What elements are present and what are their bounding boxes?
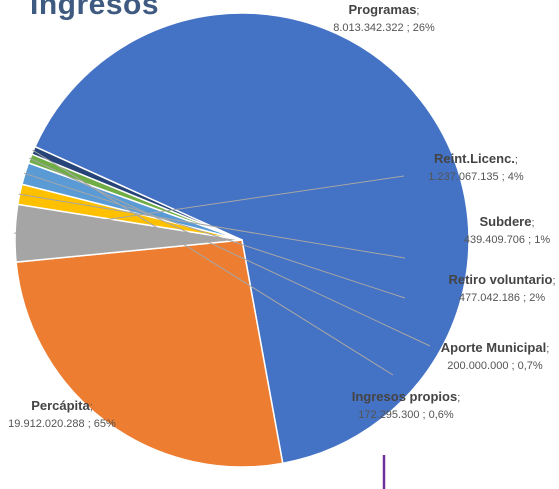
leader-line-subdere xyxy=(18,193,406,259)
slice-label-value-programas: 8.013.342.322 ; 26% xyxy=(333,22,435,34)
slice-label-name-aporte-municipal: Aporte Municipal; xyxy=(441,340,550,355)
slice-label-value-reint-licenc: 1.237.067.135 ; 4% xyxy=(428,171,524,183)
chart-title: Ingresos xyxy=(30,0,160,21)
slice-label-value-percapita: 19.912.020.288 ; 65% xyxy=(8,418,116,430)
slice-label-name-reint-licenc: Reint.Licenc.; xyxy=(434,151,518,166)
slice-programas xyxy=(15,239,284,468)
slice-label-value-subdere: 439.409.706 ; 1% xyxy=(464,234,550,246)
slice-label-value-ingresos-propios: 172.295.300 ; 0,6% xyxy=(358,409,454,421)
slice-percapita xyxy=(34,12,470,465)
slice-label-name-retiro-voluntario: Retiro voluntario; xyxy=(448,272,555,287)
leader-lines xyxy=(14,149,431,376)
slice-labels: Percápita; 19.912.020.288 ; 65% Programas;… xyxy=(8,2,555,430)
leader-line-reint-licenc xyxy=(14,175,405,234)
slice-label-value-aporte-municipal: 200.000.000 ; 0,7% xyxy=(447,360,543,372)
leader-line-retiro-voluntario xyxy=(23,172,406,299)
slice-label-name-ingresos-propios: Ingresos propios; xyxy=(352,389,461,404)
leader-line-ingresos-propios xyxy=(32,149,394,376)
pie-slices xyxy=(14,12,470,468)
slice-label-name-programas: Programas; xyxy=(349,2,420,17)
slice-label-value-retiro-voluntario: 477.042.186 ; 2% xyxy=(459,292,545,304)
slice-label-name-percapita: Percápita; xyxy=(31,398,93,413)
slice-label-name-subdere: Subdere; xyxy=(479,214,534,229)
